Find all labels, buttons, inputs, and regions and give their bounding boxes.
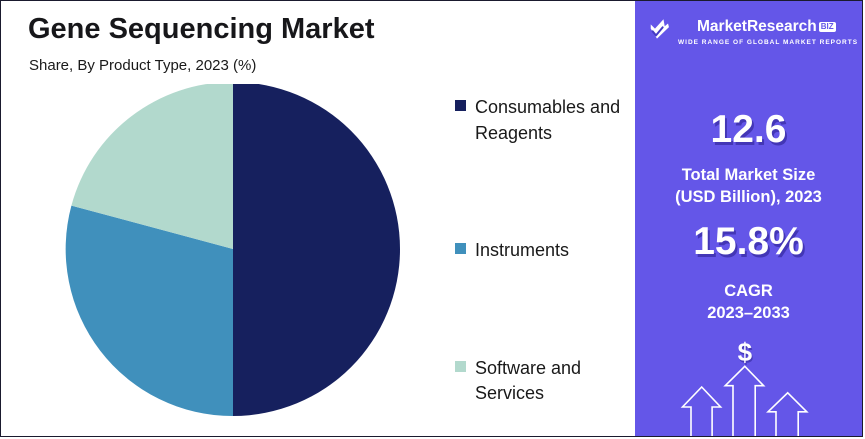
svg-text:$: $	[738, 337, 753, 367]
